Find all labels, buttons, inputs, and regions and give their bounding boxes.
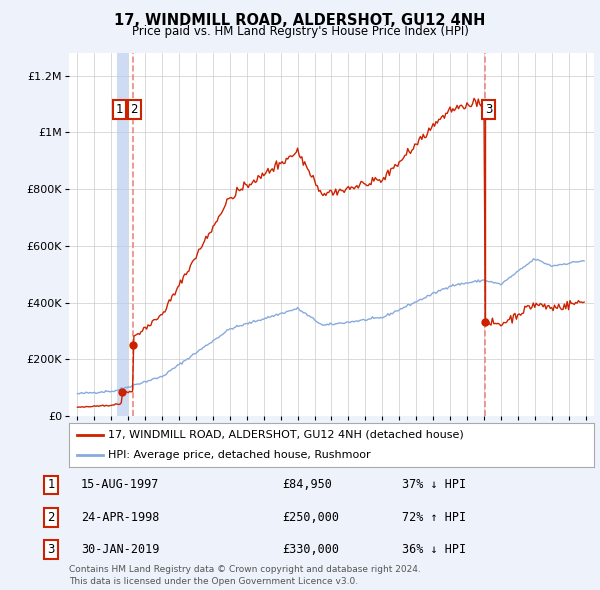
Text: £330,000: £330,000 — [282, 543, 339, 556]
Text: 37% ↓ HPI: 37% ↓ HPI — [402, 478, 466, 491]
Text: Contains HM Land Registry data © Crown copyright and database right 2024.: Contains HM Land Registry data © Crown c… — [69, 565, 421, 574]
Text: 3: 3 — [47, 543, 55, 556]
Text: 17, WINDMILL ROAD, ALDERSHOT, GU12 4NH (detached house): 17, WINDMILL ROAD, ALDERSHOT, GU12 4NH (… — [109, 430, 464, 440]
Text: 17, WINDMILL ROAD, ALDERSHOT, GU12 4NH: 17, WINDMILL ROAD, ALDERSHOT, GU12 4NH — [115, 13, 485, 28]
Text: 1: 1 — [116, 103, 123, 116]
Text: 36% ↓ HPI: 36% ↓ HPI — [402, 543, 466, 556]
Text: 72% ↑ HPI: 72% ↑ HPI — [402, 511, 466, 524]
Text: 1: 1 — [47, 478, 55, 491]
Text: 15-AUG-1997: 15-AUG-1997 — [81, 478, 160, 491]
Text: HPI: Average price, detached house, Rushmoor: HPI: Average price, detached house, Rush… — [109, 450, 371, 460]
Text: This data is licensed under the Open Government Licence v3.0.: This data is licensed under the Open Gov… — [69, 577, 358, 586]
Text: £250,000: £250,000 — [282, 511, 339, 524]
Text: 3: 3 — [485, 103, 493, 116]
Text: 2: 2 — [47, 511, 55, 524]
Text: £84,950: £84,950 — [282, 478, 332, 491]
Text: Price paid vs. HM Land Registry's House Price Index (HPI): Price paid vs. HM Land Registry's House … — [131, 25, 469, 38]
Text: 30-JAN-2019: 30-JAN-2019 — [81, 543, 160, 556]
Text: 2: 2 — [130, 103, 138, 116]
Text: 24-APR-1998: 24-APR-1998 — [81, 511, 160, 524]
